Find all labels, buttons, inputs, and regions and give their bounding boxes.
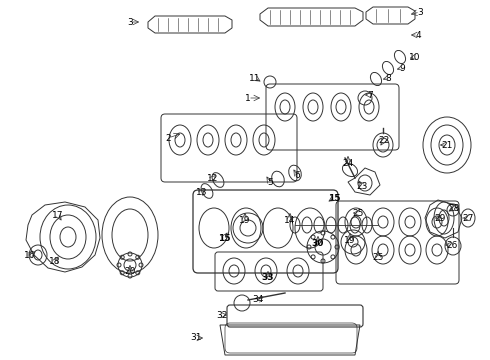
- Text: 5: 5: [267, 177, 273, 186]
- Text: 16: 16: [24, 251, 36, 260]
- Text: 17: 17: [52, 211, 64, 220]
- Text: 19: 19: [344, 235, 356, 244]
- Text: 20: 20: [124, 267, 136, 276]
- Text: 28: 28: [448, 203, 460, 212]
- Text: 34: 34: [252, 296, 264, 305]
- Text: 32: 32: [216, 310, 228, 320]
- Text: 31: 31: [190, 333, 202, 342]
- Text: 10: 10: [409, 53, 421, 62]
- Text: 9: 9: [399, 63, 405, 72]
- Text: 29: 29: [434, 213, 446, 222]
- Text: 30: 30: [312, 239, 324, 248]
- Text: 11: 11: [249, 73, 261, 82]
- Text: 2: 2: [165, 134, 171, 143]
- Text: 25: 25: [372, 253, 384, 262]
- Text: 18: 18: [49, 257, 61, 266]
- Text: 4: 4: [415, 31, 421, 40]
- Text: 13: 13: [196, 188, 208, 197]
- Text: 25: 25: [352, 208, 364, 217]
- Text: 15: 15: [218, 234, 230, 243]
- Text: 24: 24: [343, 158, 354, 167]
- Text: 26: 26: [446, 240, 458, 249]
- Text: 3: 3: [127, 18, 133, 27]
- Text: 23: 23: [356, 181, 368, 190]
- Text: 19: 19: [239, 216, 251, 225]
- Text: 12: 12: [207, 174, 219, 183]
- Text: 22: 22: [378, 135, 390, 144]
- Text: 7: 7: [367, 90, 373, 99]
- Text: 1: 1: [245, 94, 251, 103]
- Text: 3: 3: [417, 8, 423, 17]
- Text: 15: 15: [328, 194, 340, 202]
- Text: 6: 6: [294, 171, 300, 180]
- Text: 27: 27: [462, 213, 474, 222]
- Text: 33: 33: [262, 274, 274, 283]
- Text: 8: 8: [385, 73, 391, 82]
- Text: 14: 14: [284, 216, 295, 225]
- Text: 21: 21: [441, 140, 453, 149]
